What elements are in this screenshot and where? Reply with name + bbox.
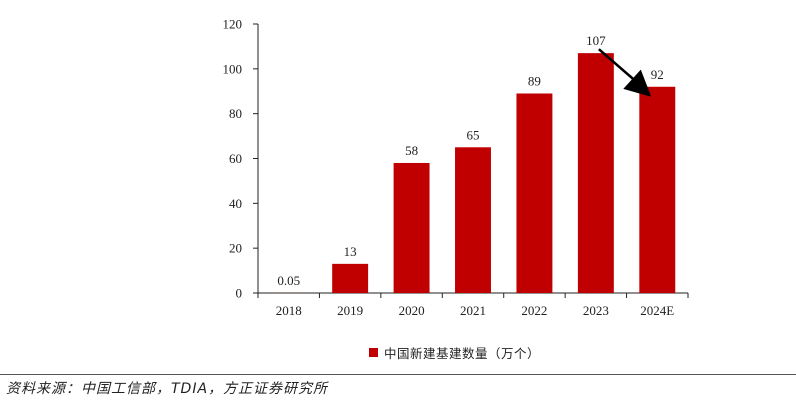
x-tick-label: 2022	[521, 303, 547, 318]
data-label-2021: 65	[467, 127, 480, 142]
x-tick-label: 2023	[583, 303, 609, 318]
trend-arrow-head	[623, 69, 652, 97]
y-axis: 0 20 40 60 80 100 120	[223, 17, 259, 301]
bar-2023	[577, 53, 614, 294]
y-tick-label: 20	[229, 241, 242, 256]
y-tick-label: 120	[223, 17, 243, 32]
data-label-2019: 13	[344, 244, 357, 259]
data-label-2023: 107	[586, 33, 606, 48]
bar-series	[270, 53, 676, 294]
y-tick-label: 100	[223, 61, 243, 76]
data-label-2020: 58	[405, 143, 418, 158]
y-tick-label: 0	[236, 286, 243, 301]
legend-label: 中国新建基建数量（万个）	[384, 346, 541, 361]
bar-2020	[393, 162, 430, 293]
x-tick-label: 2018	[276, 303, 302, 318]
data-label-2018: 0.05	[277, 273, 300, 288]
data-label-2024E: 92	[651, 67, 664, 82]
data-label-2022: 89	[528, 73, 541, 88]
x-tick-label: 2019	[337, 303, 363, 318]
bar-2022	[516, 93, 553, 293]
annotations	[598, 48, 652, 97]
x-tick-label: 2020	[399, 303, 425, 318]
data-labels: 0.05 13 58 65 89 107 92	[277, 33, 663, 288]
x-tick-label: 2021	[460, 303, 486, 318]
y-tick-label: 80	[229, 106, 242, 121]
footer-divider	[0, 374, 796, 375]
y-tick-label: 40	[229, 196, 242, 211]
legend-swatch	[369, 348, 378, 357]
y-tick-label: 60	[229, 151, 242, 166]
bar-2024E	[639, 86, 676, 294]
x-tick-label: 2024E	[640, 303, 674, 318]
x-axis: 2018 2019 2020 2021 2022 2023 2024E	[257, 292, 689, 318]
bar-chart: 0 20 40 60 80 100 120 2018 2019 2020 2021 2022 2023…	[223, 17, 689, 318]
source-note: 资料来源：中国工信部，TDIA，方正证券研究所	[6, 381, 329, 397]
bar-2021	[455, 147, 491, 293]
legend: 中国新建基建数量（万个）	[369, 343, 540, 362]
bar-2019	[332, 263, 369, 293]
